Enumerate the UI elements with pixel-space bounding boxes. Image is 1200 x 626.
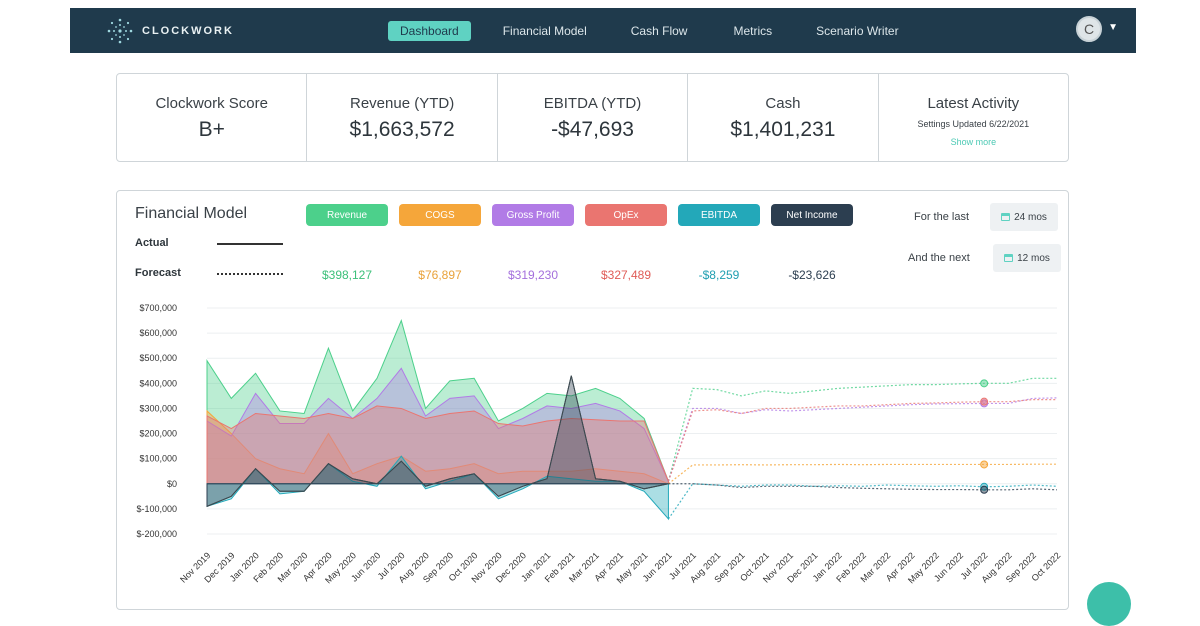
top-navbar: CLOCKWORK Dashboard Financial Model Cash…: [70, 8, 1136, 53]
activity-text: Settings Updated 6/22/2021: [917, 119, 1030, 129]
y-tick-label: $700,000: [139, 303, 177, 313]
range-future-select[interactable]: 12 mos: [993, 244, 1061, 272]
metric-value-cogs: $76,897: [418, 268, 462, 282]
nav-financial-model[interactable]: Financial Model: [502, 23, 587, 38]
y-tick-label: $600,000: [139, 328, 177, 338]
legend-forecast-label: Forecast: [135, 267, 181, 279]
legend-forecast-line: [217, 273, 283, 275]
range-past-label: For the last: [914, 211, 970, 223]
area-ebitda: [206, 455, 669, 521]
forecast-line-revenue: [667, 377, 1057, 482]
y-tick-label: $-200,000: [136, 529, 177, 539]
stat-value: $1,663,572: [349, 118, 455, 141]
stats-bar: Clockwork Score B+ Revenue (YTD) $1,663,…: [116, 73, 1069, 162]
chevron-down-icon[interactable]: ▼: [1108, 22, 1118, 33]
stat-value: B+: [198, 118, 225, 141]
logo[interactable]: CLOCKWORK: [106, 17, 234, 45]
stat-latest-activity: Latest Activity Settings Updated 6/22/20…: [879, 74, 1068, 161]
marker-net-income: [980, 485, 989, 494]
stat-value: -$47,693: [551, 118, 634, 141]
clockwork-logo-icon: [107, 18, 133, 43]
stat-label: EBITDA (YTD): [543, 95, 642, 112]
y-tick-label: $0: [167, 479, 177, 489]
y-tick-label: $300,000: [139, 403, 177, 413]
forecast-line-ebitda: [667, 483, 1058, 520]
line-net-income-actual: [206, 375, 669, 507]
forecast-line-opex: [667, 399, 1057, 482]
forecast-line-net-income: [668, 483, 1058, 491]
calendar-icon: [1004, 254, 1014, 262]
marker-revenue: [980, 379, 989, 388]
metric-value-ebitda: -$8,259: [698, 268, 740, 282]
metric-value-opex: $327,489: [600, 268, 652, 282]
stat-label: Revenue (YTD): [350, 95, 455, 112]
nav-dashboard[interactable]: Dashboard: [388, 20, 471, 41]
metric-value-revenue: $398,127: [321, 268, 373, 282]
toggle-ebitda[interactable]: EBITDA: [678, 204, 760, 226]
y-tick-label: $500,000: [139, 353, 177, 363]
nav-links: Dashboard Financial Model Cash Flow Metr…: [388, 8, 899, 53]
financial-model-card: $700,000 $600,000 $500,000 $400,000 $300,000…: [116, 190, 1069, 610]
show-more-link[interactable]: Show more: [950, 137, 997, 147]
marker-cogs: [980, 460, 989, 469]
range-past-value: 24 mos: [1014, 211, 1047, 223]
y-tick-label: $100,000: [139, 454, 177, 464]
avatar[interactable]: C: [1076, 16, 1102, 42]
nav-metrics[interactable]: Metrics: [733, 23, 773, 38]
stat-label: Cash: [765, 95, 801, 112]
nav-scenario-writer[interactable]: Scenario Writer: [816, 23, 899, 38]
stat-ebitda-ytd: EBITDA (YTD) -$47,693: [498, 74, 689, 161]
stat-label: Clockwork Score: [155, 95, 268, 112]
legend-actual-line: [217, 243, 283, 245]
y-tick-label: $-100,000: [136, 504, 177, 514]
toggle-net-income[interactable]: Net Income: [771, 204, 853, 226]
chat-button[interactable]: [1087, 582, 1131, 626]
area-opex: [206, 405, 669, 485]
stat-value: $1,401,231: [730, 118, 836, 141]
toggle-revenue[interactable]: Revenue: [306, 204, 388, 226]
nav-cash-flow[interactable]: Cash Flow: [630, 23, 688, 38]
forecast-line-cogs: [668, 463, 1057, 485]
financial-model-chart: $700,000 $600,000 $500,000 $400,000 $300,000…: [136, 303, 1062, 585]
stat-revenue-ytd: Revenue (YTD) $1,663,572: [307, 74, 498, 161]
legend-actual-label: Actual: [135, 237, 169, 249]
card-title: Financial Model: [135, 205, 248, 222]
range-future-label: And the next: [908, 252, 970, 264]
metric-value-gross-profit: $319,230: [507, 268, 559, 282]
range-future-value: 12 mos: [1017, 252, 1050, 264]
calendar-icon: [1001, 213, 1011, 221]
y-tick-label: $200,000: [139, 429, 177, 439]
metric-value-net-income: -$23,626: [788, 268, 836, 282]
stat-label: Latest Activity: [927, 95, 1020, 112]
toggle-gross-profit[interactable]: Gross Profit: [492, 204, 574, 226]
marker-opex: [980, 397, 989, 406]
toggle-opex[interactable]: OpEx: [585, 204, 667, 226]
forecast-line-gross-profit: [667, 397, 1058, 482]
logo-text: CLOCKWORK: [142, 24, 234, 37]
toggle-cogs[interactable]: COGS: [399, 204, 481, 226]
stat-clockwork-score: Clockwork Score B+: [117, 74, 308, 161]
stat-cash: Cash $1,401,231: [688, 74, 879, 161]
area-cogs: [206, 409, 669, 485]
y-tick-label: $400,000: [139, 378, 177, 388]
range-past-select[interactable]: 24 mos: [990, 203, 1058, 231]
